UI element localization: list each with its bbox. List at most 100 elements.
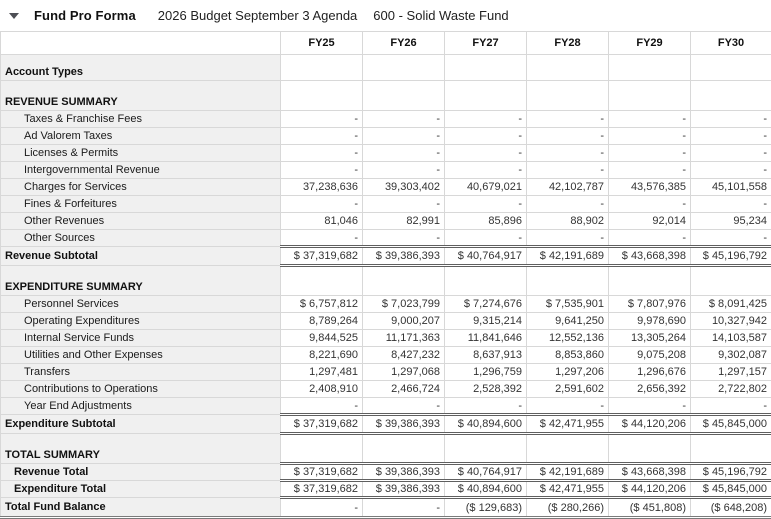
- column-header-fy27: FY27: [445, 32, 527, 55]
- data-cell: [527, 64, 609, 81]
- data-cell: -: [527, 398, 609, 415]
- data-cell: -: [281, 498, 363, 518]
- data-cell: -: [281, 398, 363, 415]
- data-cell: $ 7,807,976: [609, 296, 691, 313]
- data-cell: 1,297,481: [281, 364, 363, 381]
- data-cell: [445, 279, 527, 296]
- data-cell: $ 42,471,955: [527, 415, 609, 434]
- data-cell: -: [691, 196, 771, 213]
- row-label: Expenditure Subtotal: [1, 415, 281, 434]
- data-cell: $ 40,894,600: [445, 481, 527, 498]
- table-row: Total Fund Balance--($ 129,683)($ 280,26…: [1, 498, 771, 518]
- data-cell: -: [445, 230, 527, 247]
- table-row: Expenditure Total$ 37,319,682$ 39,386,39…: [1, 481, 771, 498]
- data-cell: [445, 447, 527, 464]
- data-cell: -: [527, 145, 609, 162]
- column-header-fy28: FY28: [527, 32, 609, 55]
- data-cell: -: [445, 128, 527, 145]
- row-label: Year End Adjustments: [1, 398, 281, 415]
- data-cell: $ 42,191,689: [527, 464, 609, 481]
- data-cell: $ 39,386,393: [363, 481, 445, 498]
- data-cell: ($ 451,808): [609, 498, 691, 518]
- data-cell: [363, 64, 445, 81]
- data-cell: 40,679,021: [445, 179, 527, 196]
- data-cell: [609, 55, 691, 64]
- column-header-fy26: FY26: [363, 32, 445, 55]
- data-cell: [691, 55, 771, 64]
- data-cell: 2,466,724: [363, 381, 445, 398]
- data-cell: -: [609, 111, 691, 128]
- data-cell: -: [691, 230, 771, 247]
- data-cell: [691, 266, 771, 279]
- row-label: Total Fund Balance: [1, 498, 281, 518]
- data-cell: $ 8,091,425: [691, 296, 771, 313]
- data-cell: [281, 94, 363, 111]
- table-row: [1, 434, 771, 447]
- data-cell: [691, 64, 771, 81]
- data-cell: -: [527, 162, 609, 179]
- row-label: Expenditure Total: [1, 481, 281, 498]
- data-cell: 1,296,759: [445, 364, 527, 381]
- report-header: Fund Pro Forma 2026 Budget September 3 A…: [0, 0, 771, 31]
- table-row: Other Sources------: [1, 230, 771, 247]
- column-header-fy30: FY30: [691, 32, 771, 55]
- data-cell: [609, 64, 691, 81]
- data-cell: -: [609, 162, 691, 179]
- data-cell: 11,171,363: [363, 330, 445, 347]
- data-cell: 12,552,136: [527, 330, 609, 347]
- data-cell: -: [445, 145, 527, 162]
- data-cell: $ 37,319,682: [281, 464, 363, 481]
- data-cell: -: [363, 145, 445, 162]
- table-row: Fines & Forfeitures------: [1, 196, 771, 213]
- data-cell: [363, 94, 445, 111]
- row-label: Other Revenues: [1, 213, 281, 230]
- data-cell: 8,789,264: [281, 313, 363, 330]
- data-cell: -: [609, 398, 691, 415]
- data-cell: 37,238,636: [281, 179, 363, 196]
- data-cell: ($ 280,266): [527, 498, 609, 518]
- data-cell: 85,896: [445, 213, 527, 230]
- data-cell: [609, 94, 691, 111]
- data-cell: 95,234: [691, 213, 771, 230]
- data-cell: 8,221,690: [281, 347, 363, 364]
- row-label: Operating Expenditures: [1, 313, 281, 330]
- data-cell: -: [363, 398, 445, 415]
- data-cell: -: [281, 128, 363, 145]
- data-cell: 1,296,676: [609, 364, 691, 381]
- row-label: Fines & Forfeitures: [1, 196, 281, 213]
- data-cell: [527, 266, 609, 279]
- row-label: EXPENDITURE SUMMARY: [1, 279, 281, 296]
- data-cell: [609, 447, 691, 464]
- data-cell: [691, 434, 771, 447]
- data-cell: $ 6,757,812: [281, 296, 363, 313]
- data-cell: [527, 434, 609, 447]
- data-cell: 9,641,250: [527, 313, 609, 330]
- table-row: Taxes & Franchise Fees------: [1, 111, 771, 128]
- row-label: Transfers: [1, 364, 281, 381]
- table-row: Revenue Total$ 37,319,682$ 39,386,393$ 4…: [1, 464, 771, 481]
- data-cell: -: [609, 145, 691, 162]
- data-cell: -: [609, 196, 691, 213]
- data-cell: 92,014: [609, 213, 691, 230]
- table-row: [1, 266, 771, 279]
- data-cell: 45,101,558: [691, 179, 771, 196]
- data-cell: $ 44,120,206: [609, 481, 691, 498]
- data-cell: 8,637,913: [445, 347, 527, 364]
- data-cell: [527, 447, 609, 464]
- data-cell: 9,978,690: [609, 313, 691, 330]
- data-cell: -: [691, 128, 771, 145]
- row-label: Internal Service Funds: [1, 330, 281, 347]
- data-cell: 2,722,802: [691, 381, 771, 398]
- data-cell: -: [691, 398, 771, 415]
- data-cell: 1,297,206: [527, 364, 609, 381]
- data-cell: $ 39,386,393: [363, 247, 445, 266]
- row-label: Intergovernmental Revenue: [1, 162, 281, 179]
- data-cell: $ 39,386,393: [363, 415, 445, 434]
- collapse-caret-icon[interactable]: [9, 13, 19, 19]
- data-cell: [363, 81, 445, 94]
